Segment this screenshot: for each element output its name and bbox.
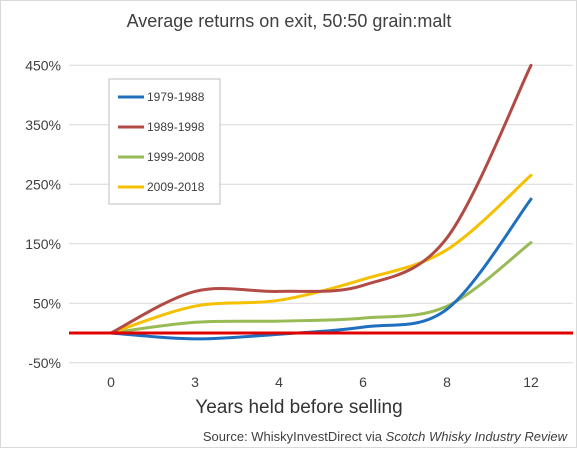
y-tick-label: 250% <box>25 176 61 192</box>
y-tick-label: -50% <box>28 355 61 371</box>
x-tick-label: 0 <box>107 374 115 390</box>
legend-box <box>108 78 221 205</box>
series-line-1999-2008 <box>109 241 533 335</box>
x-tick-label: 8 <box>443 374 451 390</box>
x-axis-label: Years held before selling <box>195 397 402 418</box>
series-lines <box>109 63 533 341</box>
x-tick-label: 3 <box>191 374 199 390</box>
y-tick-label: 450% <box>25 57 61 73</box>
series-line-1989-1998 <box>109 63 533 335</box>
source-note: Source: WhiskyInvestDirect via Scotch Wh… <box>203 429 569 444</box>
source-prefix: Source: WhiskyInvestDirect via <box>203 429 386 444</box>
x-tick-label: 6 <box>359 374 367 390</box>
source-publication: Scotch Whisky Industry Review <box>386 429 569 444</box>
y-tick-label: 150% <box>25 236 61 252</box>
y-tick-label: 50% <box>33 295 61 311</box>
legend-label: 2009-2018 <box>147 180 205 194</box>
chart-title: Average returns on exit, 50:50 grain:mal… <box>127 11 452 31</box>
legend-label: 1989-1998 <box>147 120 205 134</box>
legend: 1979-1988 1989-1998 1999-2008 2009-2018 <box>108 78 221 205</box>
y-tick-label: 350% <box>25 117 61 133</box>
x-tick-label: 12 <box>523 374 539 390</box>
legend-label: 1999-2008 <box>147 150 205 164</box>
y-axis-ticks: 450% 350% 250% 150% 50% -50% <box>25 57 61 371</box>
x-tick-label: 4 <box>275 374 283 390</box>
x-axis-ticks: 0 3 4 6 8 12 <box>107 374 539 390</box>
series-line-1979-1988 <box>109 197 533 341</box>
legend-label: 1979-1988 <box>147 90 205 104</box>
